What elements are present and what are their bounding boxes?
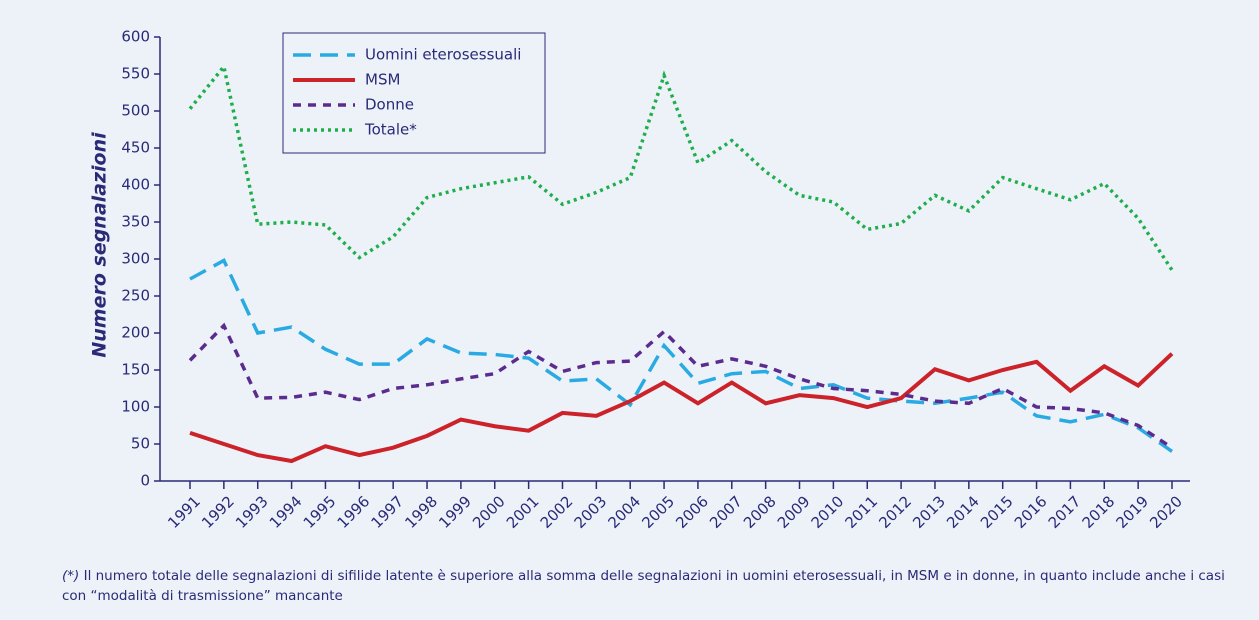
y-tick-label: 600 — [121, 28, 150, 46]
x-tick-label: 1995 — [300, 492, 340, 532]
x-tick-label: 2012 — [875, 492, 915, 532]
legend-box — [282, 32, 546, 154]
x-tick-label: 2015 — [977, 492, 1017, 532]
x-tick-label: 2003 — [571, 492, 611, 532]
y-tick-label: 300 — [121, 250, 150, 268]
x-tick-label: 2000 — [469, 492, 509, 532]
y-tick-label: 550 — [121, 65, 150, 83]
x-tick-label: 2014 — [943, 492, 983, 532]
y-tick-label: 500 — [121, 102, 150, 120]
x-tick-label: 2007 — [706, 492, 746, 532]
y-tick-label: 350 — [121, 213, 150, 231]
x-tick-label: 2009 — [774, 492, 814, 532]
chart: Numero segnalazioni 0 50 100 150 200 250 300 35… — [89, 28, 1190, 532]
y-tick-label: 250 — [121, 287, 150, 305]
x-tick-label: 2017 — [1045, 492, 1085, 532]
x-tick-label: 1998 — [401, 492, 441, 532]
y-tick-label: 0 — [140, 472, 150, 490]
x-tick-label: 2018 — [1079, 492, 1119, 532]
x-tick-label: 2013 — [909, 492, 949, 532]
x-tick-label: 1994 — [266, 492, 306, 532]
series-line — [188, 62, 1174, 272]
series-line — [188, 322, 1173, 450]
legend-label: Uomini eterosessuali — [365, 46, 521, 64]
x-tick-label: 2004 — [604, 492, 644, 532]
x-tick-label: 2006 — [672, 492, 712, 532]
y-tick-label: 100 — [121, 398, 150, 416]
x-tick-label: 2005 — [638, 492, 678, 532]
x-tick-label: 2008 — [740, 492, 780, 532]
x-tick-label: 1992 — [198, 492, 238, 532]
series-line — [189, 352, 1174, 464]
x-tick-label: 2001 — [503, 492, 543, 532]
footnote-marker: (*) — [62, 568, 80, 584]
footnote-text: Il numero totale delle segnalazioni di s… — [62, 568, 1225, 604]
legend-label: MSM — [365, 71, 400, 89]
x-tick-label: 1997 — [367, 492, 407, 532]
y-tick-label: 50 — [131, 435, 150, 453]
x-tick-label: 2011 — [842, 492, 882, 532]
x-tick-label: 2002 — [537, 492, 577, 532]
x-tick-label: 2010 — [808, 492, 848, 532]
y-tick-label: 150 — [121, 361, 150, 379]
y-tick-label: 450 — [121, 139, 150, 157]
x-tick-label: 1996 — [334, 492, 374, 532]
x-tick-label: 2020 — [1146, 492, 1186, 532]
x-tick-label: 1993 — [232, 492, 272, 532]
legend-label: Totale* — [364, 121, 417, 139]
legend-label: Donne — [365, 96, 414, 114]
y-tick-label: 400 — [121, 176, 150, 194]
x-tick-label: 2016 — [1011, 492, 1051, 532]
x-tick-label: 2019 — [1112, 492, 1152, 532]
y-tick-label: 200 — [121, 324, 150, 342]
footnote: (*) Il numero totale delle segnalazioni … — [62, 566, 1232, 606]
x-tick-label: 1999 — [435, 492, 475, 532]
y-axis-label: Numero segnalazioni — [89, 132, 111, 358]
series-line — [189, 258, 1174, 453]
x-tick-label: 1991 — [164, 492, 204, 532]
